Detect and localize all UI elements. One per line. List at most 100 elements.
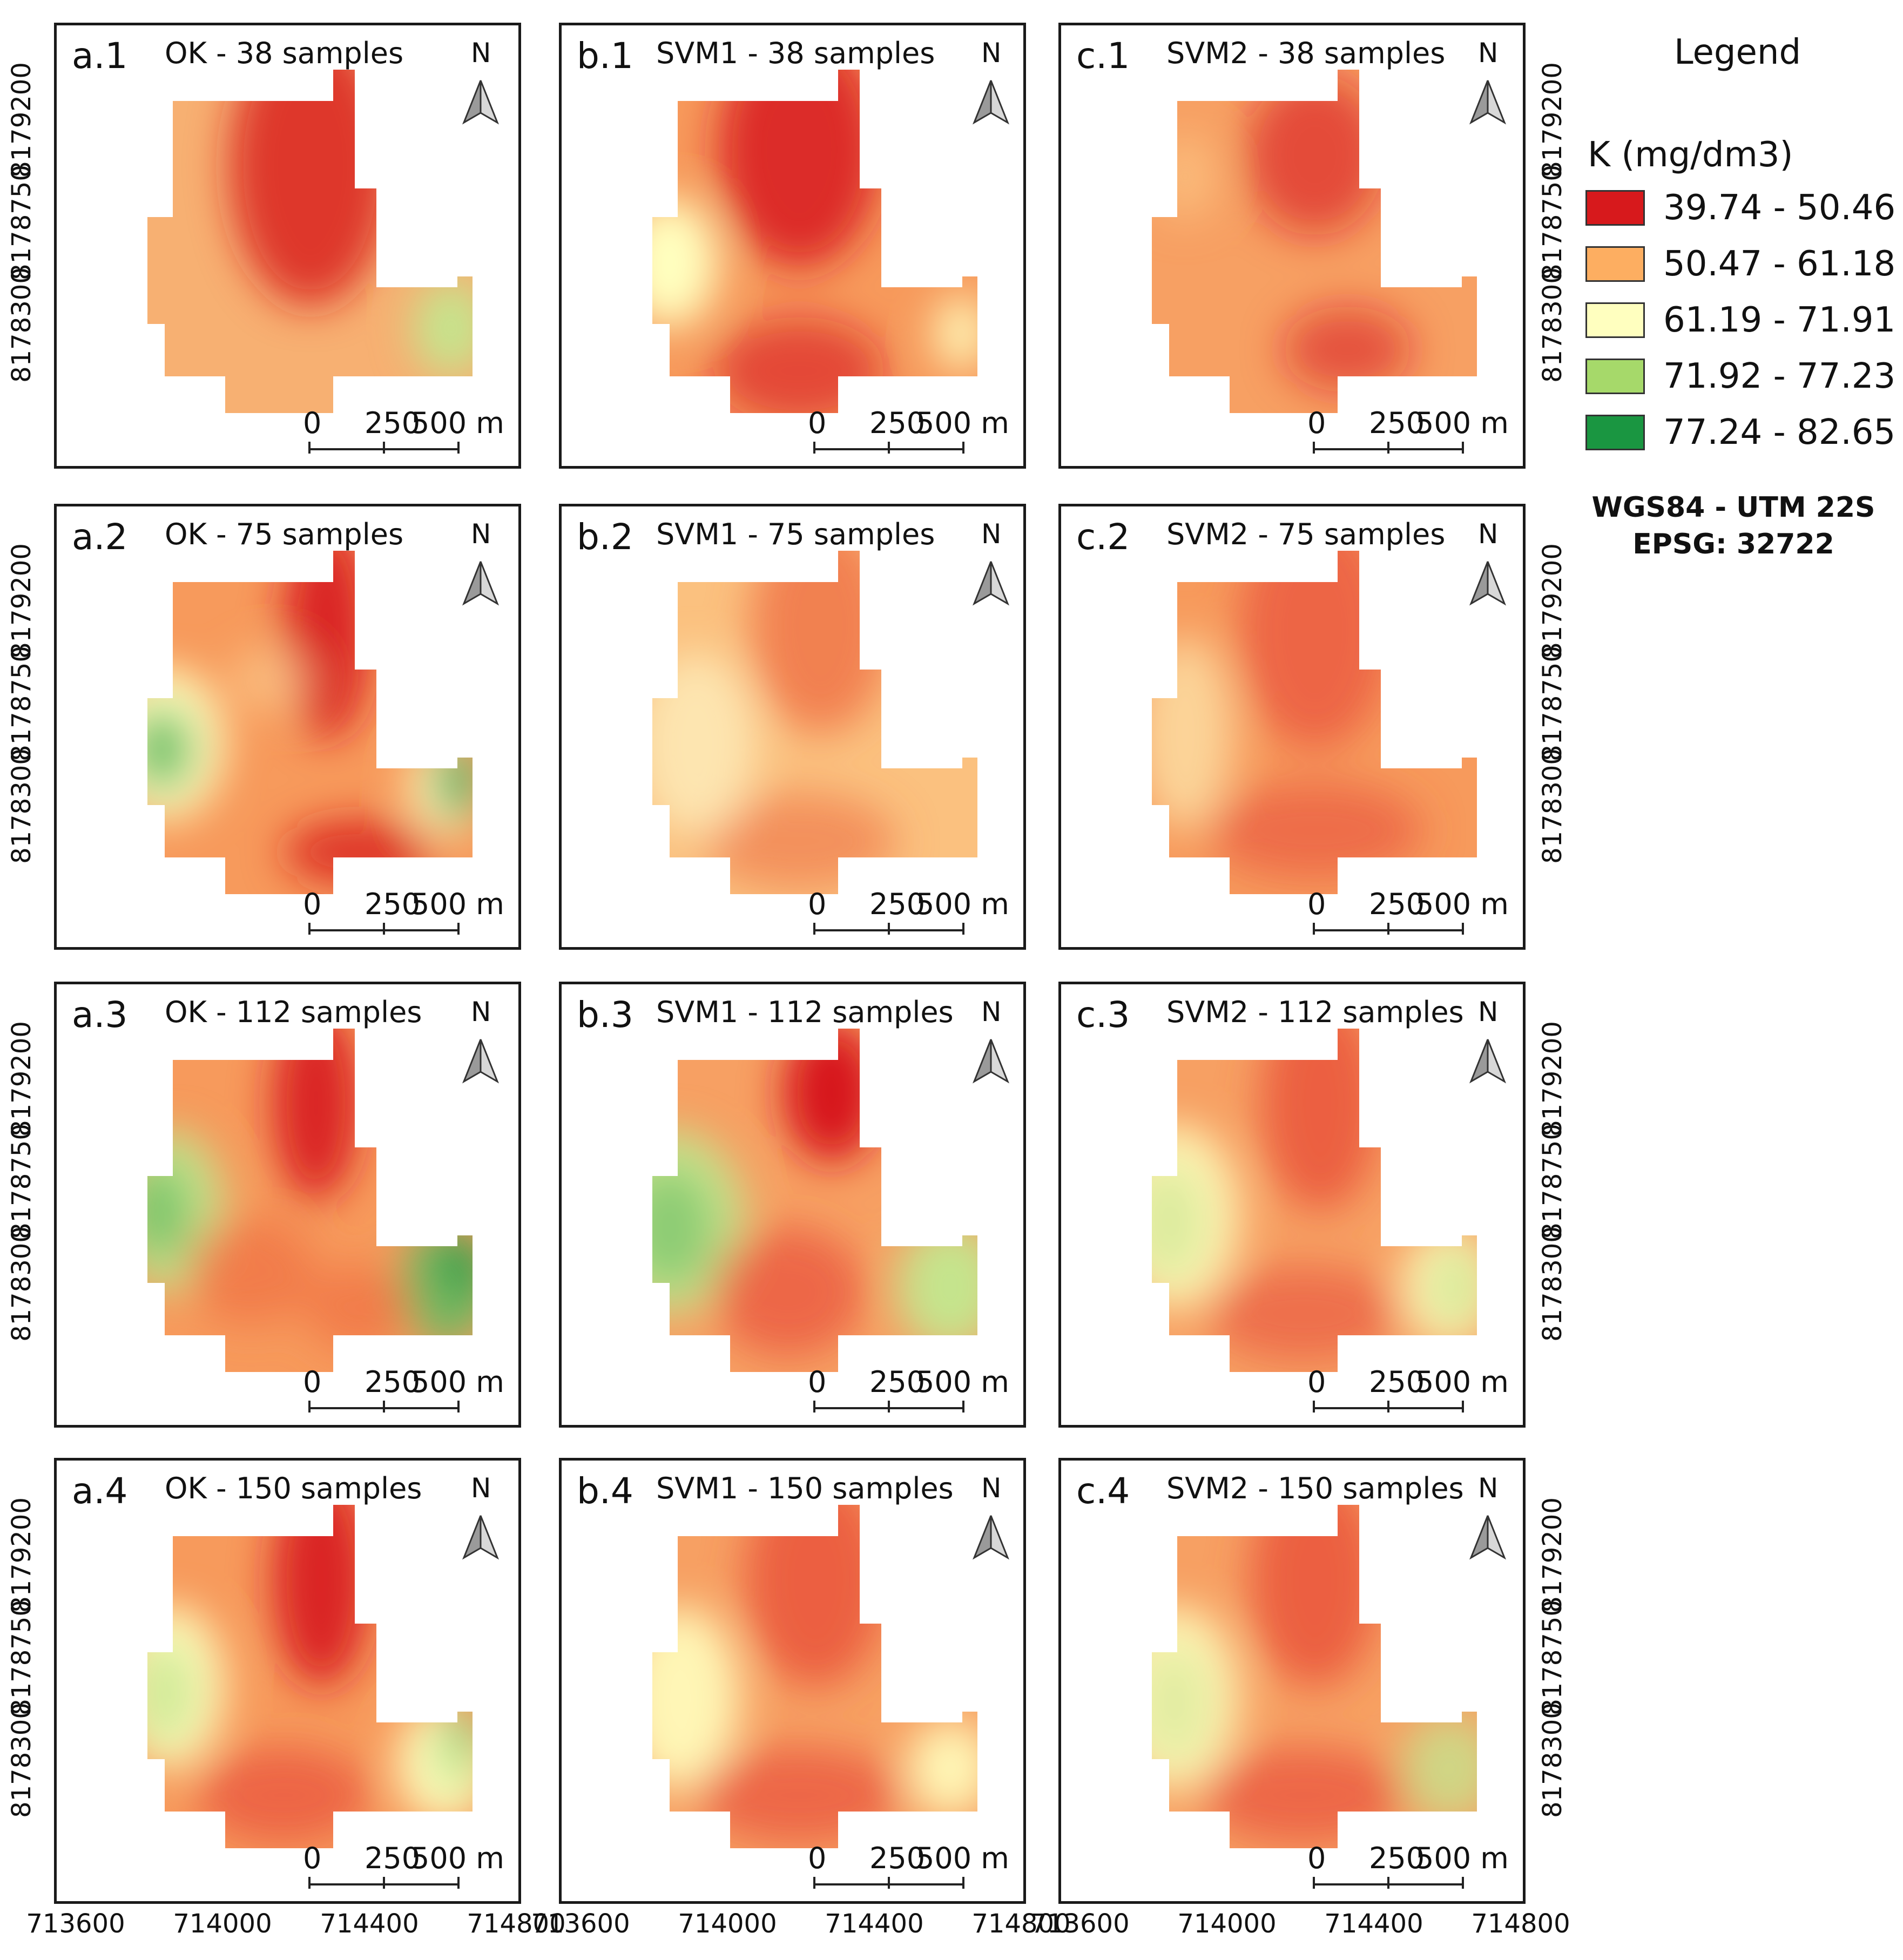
map-panel-a-4: a.4 OK - 150 samples N 0 250 500 m <box>54 1458 521 1904</box>
panel-label: c.2 <box>1076 516 1130 558</box>
concentration-zone <box>454 1709 473 1752</box>
scale-label: 500 m <box>916 406 1009 440</box>
interpolation-map <box>147 551 473 894</box>
scale-label: 250 <box>1369 1841 1425 1875</box>
north-label: N <box>981 518 1002 550</box>
scale-bar: 0 250 500 m <box>794 887 1021 947</box>
concentration-zone <box>147 1639 197 1747</box>
x-axis-tick-label: 714000 <box>1177 1909 1277 1939</box>
scale-tick <box>1387 1401 1389 1412</box>
scale-label: 250 <box>365 406 421 440</box>
panel-title: SVM2 - 75 samples <box>1166 517 1446 551</box>
y-axis-tick-label: 8178300 <box>1537 1226 1568 1342</box>
crs-line-1: WGS84 - UTM 22S <box>1591 491 1875 524</box>
scale-label: 250 <box>365 1841 421 1875</box>
interpolation-map <box>652 551 977 894</box>
north-arrow-icon <box>1469 1515 1506 1560</box>
scale-label: 500 m <box>411 887 504 921</box>
scale-tick <box>1462 1877 1464 1889</box>
interpolation-map <box>1152 551 1477 894</box>
scale-label: 250 <box>869 406 926 440</box>
interpolation-map <box>652 70 977 413</box>
scale-tick <box>1462 923 1464 935</box>
north-label: N <box>1478 1472 1499 1504</box>
north-arrow-icon <box>973 1039 1009 1084</box>
y-axis-tick-label: 8178300 <box>6 267 37 383</box>
concentration-zone <box>1207 1265 1401 1362</box>
scale-tick <box>962 1877 964 1889</box>
map-panel-c-3: c.3 SVM2 - 112 samples N 0 250 500 m <box>1058 982 1526 1428</box>
scale-label: 0 <box>808 1365 827 1399</box>
concentration-zone <box>186 1216 316 1324</box>
north-label: N <box>981 996 1002 1028</box>
map-panel-b-1: b.1 SVM1 - 38 samples N 0 250 500 m <box>559 23 1026 469</box>
scale-tick <box>1313 442 1315 454</box>
scale-bar: 0 250 500 m <box>794 1365 1021 1424</box>
scale-tick <box>308 1401 311 1412</box>
concentration-zone <box>652 1606 740 1790</box>
concentration-zone <box>273 1029 359 1200</box>
north-arrow-icon <box>1469 561 1506 606</box>
scale-label: 250 <box>365 1365 421 1399</box>
concentration-zone <box>697 1747 902 1844</box>
legend-swatch <box>1585 359 1645 394</box>
scale-tick <box>383 442 385 454</box>
concentration-zone <box>783 1029 880 1163</box>
interpolation-map <box>652 1505 977 1848</box>
concentration-zone <box>230 647 316 712</box>
interpolation-map <box>652 1029 977 1372</box>
scale-label: 500 m <box>1415 406 1509 440</box>
legend-swatch <box>1585 302 1645 338</box>
map-panel-a-1: a.1 OK - 38 samples N 0 250 500 m <box>54 23 521 469</box>
concentration-zone <box>440 1233 473 1297</box>
scale-label: 500 m <box>916 887 1009 921</box>
scale-tick <box>308 1877 311 1889</box>
concentration-zone <box>652 198 718 328</box>
scale-tick <box>1462 1401 1464 1412</box>
crs-line-2: EPSG: 32722 <box>1632 528 1834 560</box>
panel-label: b.2 <box>577 516 633 558</box>
concentration-zone <box>429 1709 473 1795</box>
concentration-zone <box>652 1168 713 1287</box>
scale-label: 250 <box>869 1841 926 1875</box>
x-axis-tick-label: 713600 <box>531 1909 630 1939</box>
scale-label: 500 m <box>411 1365 504 1399</box>
y-axis-tick-label: 8178300 <box>1537 1702 1568 1818</box>
map-panel-b-4: b.4 SVM1 - 150 samples N 0 250 500 m <box>559 1458 1026 1904</box>
scale-label: 250 <box>1369 887 1425 921</box>
scale-tick <box>962 923 964 935</box>
legend-swatch <box>1585 190 1645 226</box>
north-label: N <box>981 1472 1002 1504</box>
scale-label: 0 <box>808 406 827 440</box>
x-axis-tick-label: 714400 <box>1324 1909 1423 1939</box>
concentration-zone <box>1283 306 1412 393</box>
scale-bar: 0 250 500 m <box>289 1365 516 1424</box>
scale-tick <box>888 1401 890 1412</box>
scale-tick <box>813 923 815 935</box>
panel-title: OK - 112 samples <box>165 995 422 1029</box>
scale-label: 250 <box>1369 406 1425 440</box>
panel-title: OK - 150 samples <box>165 1471 422 1505</box>
scale-bar: 0 250 500 m <box>289 887 516 947</box>
legend-range: 61.19 - 71.91 <box>1663 300 1896 340</box>
scale-label: 250 <box>365 887 421 921</box>
scale-label: 0 <box>303 1365 322 1399</box>
scale-label: 250 <box>869 887 926 921</box>
concentration-zone <box>147 706 194 793</box>
north-arrow-icon <box>462 1039 499 1084</box>
scale-label: 500 m <box>916 1841 1009 1875</box>
scale-label: 500 m <box>1415 1365 1509 1399</box>
legend-item: 77.24 - 82.65 <box>1585 413 1899 452</box>
north-label: N <box>1478 37 1499 69</box>
concentration-zone <box>305 1265 413 1351</box>
panel-label: b.4 <box>577 1470 633 1512</box>
legend-swatch <box>1585 246 1645 282</box>
legend-item: 71.92 - 77.23 <box>1585 356 1899 396</box>
scale-bar: 0 250 500 m <box>1293 887 1520 947</box>
scale-tick <box>888 923 890 935</box>
concentration-zone <box>197 1747 370 1844</box>
interpolation-map <box>147 70 473 413</box>
north-arrow-icon <box>973 1515 1009 1560</box>
scale-tick <box>308 923 311 935</box>
